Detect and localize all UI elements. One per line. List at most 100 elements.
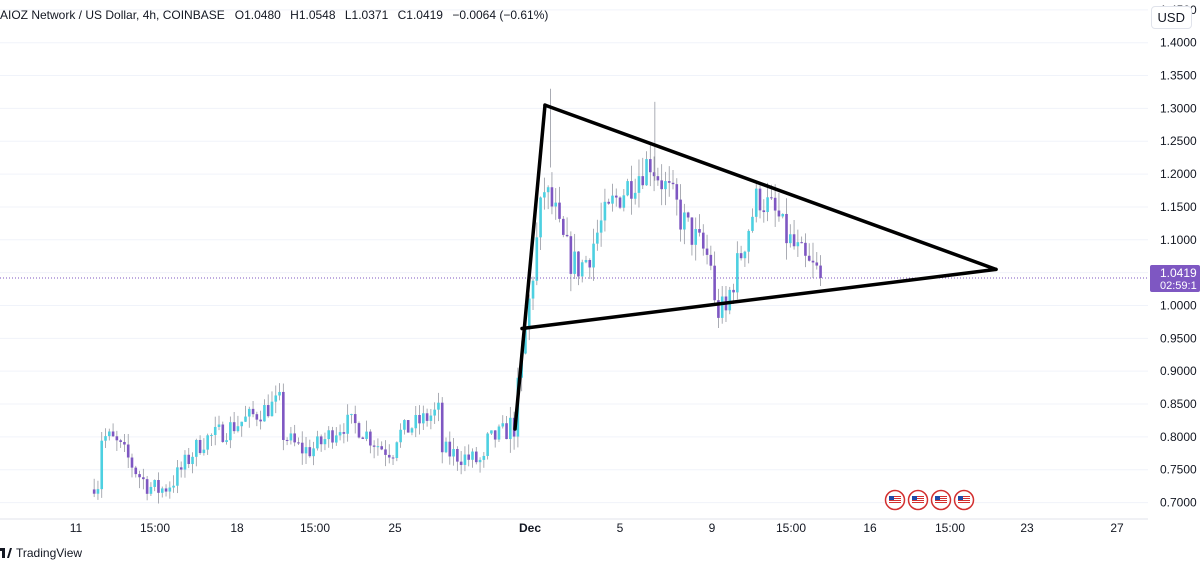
candle-body	[728, 289, 732, 311]
candle-body	[698, 229, 701, 233]
candle	[213, 416, 217, 446]
candle	[539, 196, 542, 251]
candle-body	[342, 432, 346, 434]
candle-body	[490, 430, 493, 434]
candle	[433, 402, 436, 424]
candle-body	[717, 300, 720, 318]
candle	[633, 178, 637, 205]
candle	[558, 186, 561, 223]
candle-body	[546, 187, 550, 193]
candle	[259, 410, 262, 430]
candle	[384, 440, 387, 467]
us-flag-event-icon[interactable]	[907, 489, 929, 511]
us-flag-event-icon[interactable]	[953, 489, 975, 511]
candle	[486, 432, 489, 460]
candle-body	[327, 430, 331, 440]
candle-body	[588, 259, 592, 268]
candle-body	[554, 202, 558, 207]
candle	[709, 245, 713, 271]
candle	[437, 392, 440, 422]
candle	[656, 167, 660, 186]
candle	[543, 177, 546, 210]
candle	[111, 423, 115, 437]
candle	[263, 399, 266, 422]
candle	[282, 383, 285, 451]
candle	[350, 413, 353, 424]
candle-body	[743, 251, 747, 259]
candle-body	[331, 430, 334, 443]
candle	[247, 406, 251, 428]
candle	[671, 170, 675, 190]
candle	[456, 446, 459, 471]
candle-body	[683, 212, 686, 230]
candle-body	[414, 414, 418, 429]
candle-body	[478, 459, 482, 463]
candle	[773, 184, 777, 227]
candle	[569, 231, 573, 292]
candle-body	[675, 184, 679, 200]
candle-body	[338, 432, 342, 436]
candle-body	[701, 232, 705, 249]
candle-body	[191, 456, 194, 465]
footer-brand[interactable]: TradingView	[0, 546, 82, 560]
us-flag-event-icon[interactable]	[884, 489, 906, 511]
candle	[353, 405, 357, 434]
candle	[471, 448, 474, 468]
us-flag-event-icon[interactable]	[930, 489, 952, 511]
candle-body	[410, 428, 414, 433]
candle	[266, 394, 270, 418]
candle	[531, 276, 535, 310]
candle	[463, 446, 467, 472]
candle	[403, 419, 406, 435]
candle-body	[539, 197, 542, 238]
candle-body	[429, 415, 433, 421]
candle	[289, 426, 293, 445]
candle-body	[569, 236, 573, 274]
candle-body	[656, 176, 660, 181]
candle	[376, 438, 380, 456]
candle-body	[304, 447, 308, 454]
candle	[497, 424, 501, 442]
candle-body	[800, 242, 803, 244]
candle-body	[195, 439, 198, 457]
candle-body	[754, 188, 758, 217]
candle-body	[611, 195, 614, 204]
candle	[758, 184, 762, 219]
candles	[92, 88, 822, 504]
candle-body	[777, 210, 781, 217]
y-tick-label: 0.7000	[1160, 496, 1197, 510]
candle	[229, 416, 232, 449]
candle-body	[183, 454, 187, 470]
y-tick-label: 1.3000	[1160, 101, 1197, 115]
candle-body	[686, 212, 690, 218]
currency-button[interactable]: USD	[1150, 6, 1192, 29]
candle	[395, 441, 399, 462]
candle	[300, 431, 304, 465]
candle	[410, 427, 414, 436]
symbol-title: AIOZ Network / US Dollar, 4h, COINBASE	[0, 8, 225, 22]
candle	[592, 228, 595, 281]
candle-body	[437, 402, 440, 410]
y-tick-label: 1.2000	[1160, 167, 1197, 181]
candle	[104, 428, 107, 449]
candle	[478, 457, 482, 473]
candle	[781, 213, 785, 219]
candle-body	[266, 405, 270, 417]
candle-body	[614, 195, 618, 198]
candle	[387, 444, 391, 464]
x-tick-label: 23	[1020, 521, 1034, 535]
candle-body	[361, 437, 365, 439]
high-label: H	[290, 8, 299, 22]
candle-body	[444, 441, 448, 453]
candle	[338, 424, 342, 441]
candle-body	[312, 448, 315, 457]
flag-stripe	[912, 500, 924, 501]
close-label: C	[397, 8, 407, 22]
candle	[603, 188, 607, 232]
candle-body	[406, 420, 410, 433]
candle-body	[255, 414, 259, 420]
candle	[357, 421, 361, 439]
candle-body	[433, 409, 436, 416]
flag-stripe	[889, 502, 901, 503]
